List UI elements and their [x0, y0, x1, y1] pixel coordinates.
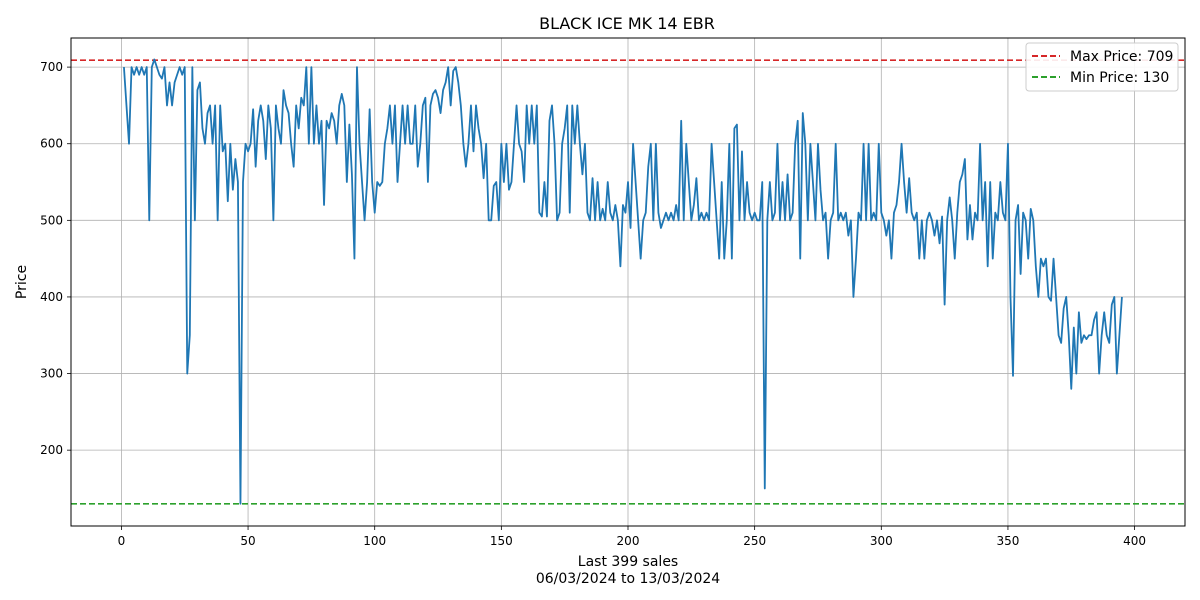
chart-title: BLACK ICE MK 14 EBR	[539, 14, 715, 33]
x-tick-label: 300	[870, 534, 893, 548]
legend-max-label: Max Price: 709	[1070, 49, 1173, 65]
x-tick-label: 100	[363, 534, 386, 548]
legend-min-label: Min Price: 130	[1070, 70, 1169, 86]
price-series-line	[123, 58, 1123, 505]
legend-box	[1025, 42, 1179, 92]
legend: Max Price: 709 Min Price: 130	[1025, 42, 1179, 92]
x-tick-label: 200	[617, 534, 640, 548]
x-axis-sublabel: 06/03/2024 to 13/03/2024	[536, 571, 720, 587]
series-layer	[123, 58, 1123, 505]
x-tick-label: 150	[490, 534, 513, 548]
x-axis-label: Last 399 sales	[578, 554, 678, 570]
y-tick-label: 300	[40, 367, 63, 381]
reference-lines	[71, 59, 1185, 505]
x-tick-label: 50	[240, 534, 255, 548]
x-tick-label: 0	[118, 534, 126, 548]
y-axis-ticks: 200 300 400 500 600 700	[40, 60, 71, 457]
y-tick-label: 400	[40, 290, 63, 304]
x-tick-label: 350	[996, 534, 1019, 548]
y-tick-label: 600	[40, 137, 63, 151]
y-tick-label: 500	[40, 213, 63, 227]
x-tick-label: 400	[1123, 534, 1146, 548]
y-axis-label: Price	[14, 265, 30, 299]
x-tick-label: 250	[743, 534, 766, 548]
x-axis-ticks: 0 50 100 150 200 250 300 350 400	[118, 526, 1146, 548]
y-tick-label: 200	[40, 443, 63, 457]
y-tick-label: 700	[40, 60, 63, 74]
